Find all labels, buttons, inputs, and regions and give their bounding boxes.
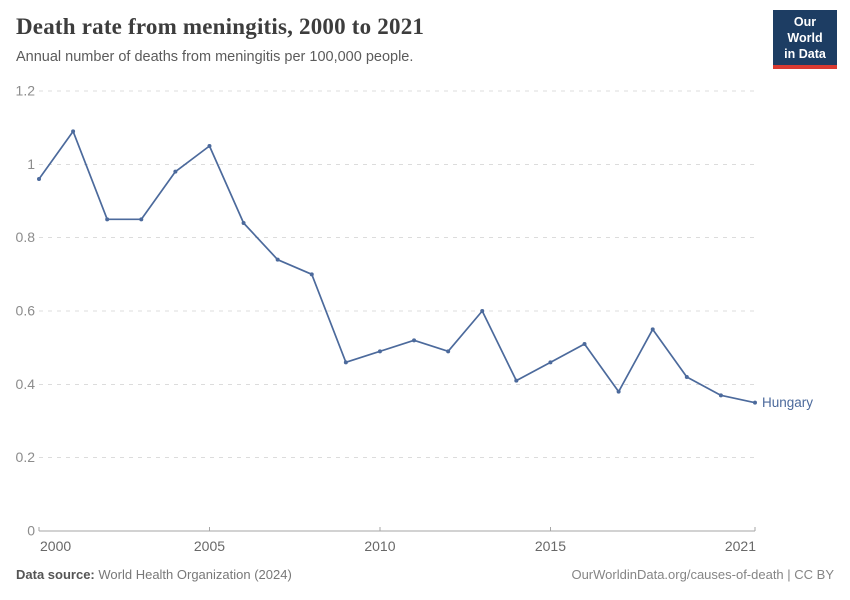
data-point[interactable]	[139, 217, 144, 222]
data-point[interactable]	[343, 360, 348, 365]
data-point[interactable]	[105, 217, 110, 222]
owid-logo-line2: in Data	[784, 47, 826, 61]
data-point[interactable]	[309, 272, 314, 277]
data-point[interactable]	[173, 169, 178, 174]
entity-label[interactable]: Hungary	[762, 395, 813, 410]
data-point[interactable]	[377, 349, 382, 354]
chart-header: Death rate from meningitis, 2000 to 2021…	[16, 13, 424, 66]
data-point[interactable]	[718, 393, 723, 398]
y-tick-label: 1.2	[16, 83, 36, 99]
data-point[interactable]	[616, 389, 621, 394]
owid-logo-line1: Our World	[787, 15, 823, 45]
x-tick-label: 2015	[535, 538, 566, 554]
data-point[interactable]	[582, 342, 587, 346]
y-tick-label: 0.4	[16, 376, 36, 392]
x-tick-label: 2010	[364, 538, 395, 554]
data-point[interactable]	[71, 129, 76, 134]
y-tick-label: 0.6	[16, 303, 36, 319]
data-point[interactable]	[412, 338, 417, 343]
y-tick-label: 0.2	[16, 449, 36, 465]
x-tick-label: 2021	[725, 538, 756, 554]
data-point[interactable]	[480, 309, 485, 313]
y-tick-label: 0.8	[16, 229, 36, 245]
credit-link[interactable]: OurWorldinData.org/causes-of-death | CC …	[571, 567, 834, 582]
data-point[interactable]	[684, 375, 689, 379]
owid-logo[interactable]: Our World in Data	[773, 10, 837, 69]
chart-subtitle: Annual number of deaths from meningitis …	[16, 48, 414, 65]
data-point[interactable]	[514, 378, 519, 383]
series-line[interactable]	[38, 130, 756, 404]
data-point[interactable]	[37, 177, 41, 181]
data-point[interactable]	[650, 327, 655, 332]
chart-title: Death rate from meningitis, 2000 to 2021	[16, 14, 425, 39]
data-point[interactable]	[207, 144, 212, 148]
data-point[interactable]	[446, 349, 451, 354]
data-point[interactable]	[548, 360, 553, 365]
data-point[interactable]	[753, 400, 757, 405]
chart-footer: Data source: World Health Organization (…	[16, 567, 834, 582]
data-source-label: Data source:	[16, 567, 95, 582]
data-point[interactable]	[275, 257, 280, 262]
x-tick-label: 2005	[194, 538, 225, 554]
data-point[interactable]	[241, 221, 246, 225]
y-tick-label: 1	[27, 156, 35, 172]
x-tick-label: 2000	[40, 538, 71, 554]
y-tick-label: 0	[27, 523, 35, 539]
data-source-value: World Health Organization (2024)	[98, 567, 292, 582]
data-source: Data source: World Health Organization (…	[16, 567, 292, 582]
